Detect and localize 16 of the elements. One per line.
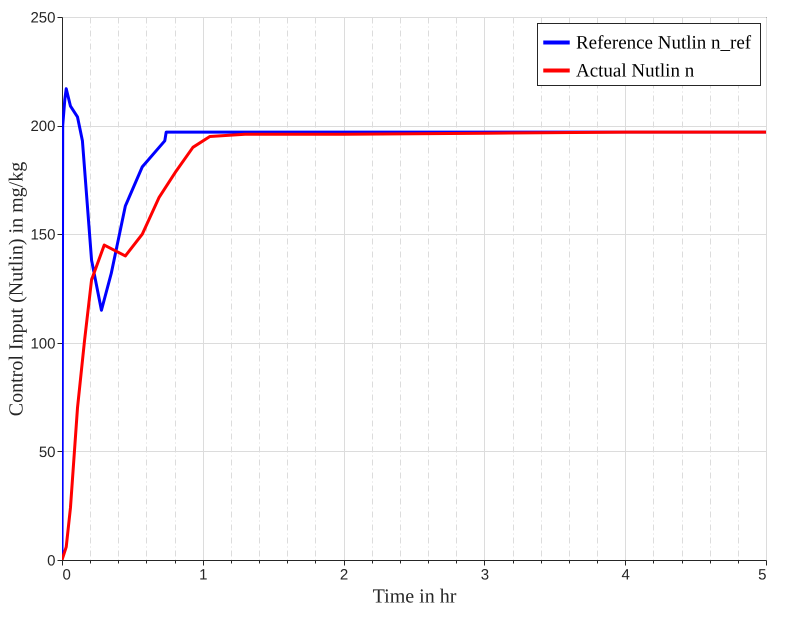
legend-label: Reference Nutlin n_ref (576, 32, 752, 54)
x-tick-label: 5 (758, 566, 766, 584)
y-tick-label: 50 (38, 444, 56, 461)
x-tick-label: 0 (62, 566, 71, 584)
x-tick-label: 4 (622, 566, 630, 584)
y-tick-label: 200 (30, 118, 56, 136)
y-tick-label: 100 (30, 335, 56, 352)
legend-label: Actual Nutlin n (576, 60, 695, 82)
y-tick-label: 150 (30, 226, 56, 244)
x-tick-label: 2 (340, 566, 348, 584)
x-tick-label: 3 (480, 566, 490, 584)
y-tick-label: 0 (47, 552, 56, 570)
y-tick-label: 250 (30, 10, 56, 26)
x-tick-label: 1 (199, 566, 208, 584)
y-axis-title: Control Input (Nutlin) in mg/kg (5, 162, 28, 416)
x-axis-title: Time in hr (372, 586, 457, 608)
